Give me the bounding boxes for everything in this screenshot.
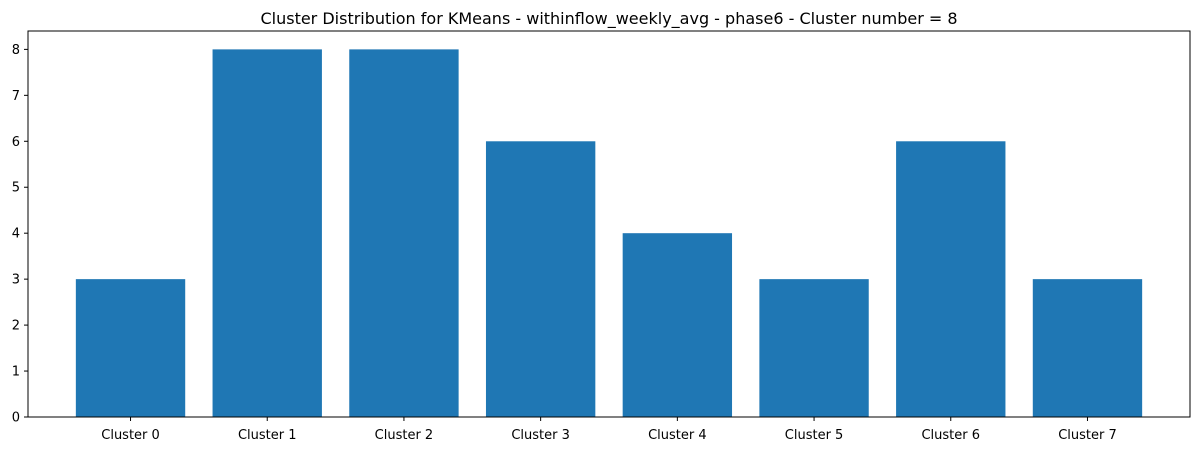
y-tick-label: 4: [12, 227, 20, 242]
bar-cluster-2: [349, 49, 459, 417]
x-tick-label: Cluster 7: [1058, 428, 1117, 443]
y-tick-label: 1: [12, 365, 20, 380]
y-tick-label: 8: [12, 43, 20, 58]
y-tick-label: 5: [12, 181, 20, 196]
x-tick-label: Cluster 3: [511, 428, 570, 443]
plot-frame: [27, 30, 1191, 418]
y-tick-label: 0: [12, 411, 20, 426]
bar-cluster-1: [212, 49, 322, 417]
x-tick-label: Cluster 1: [238, 428, 297, 443]
x-axis: Cluster 0 Cluster 1 Cluster 2 Cluster 3 Clus…: [101, 417, 1117, 443]
y-tick-label: 3: [12, 273, 20, 288]
bar-cluster-7: [1032, 279, 1143, 417]
bar-cluster-4: [622, 233, 733, 417]
y-axis: 0 1 2 3 4 5 6 7 8: [12, 43, 28, 426]
bar-cluster-0: [75, 279, 186, 417]
chart-title: Cluster Distribution for KMeans - within…: [260, 9, 957, 29]
y-tick-label: 6: [12, 135, 20, 150]
x-tick-label: Cluster 2: [375, 428, 434, 443]
x-tick-label: Cluster 4: [648, 428, 707, 443]
bar-cluster-5: [759, 279, 869, 417]
bars-group: [75, 49, 1143, 418]
x-tick-label: Cluster 0: [101, 428, 160, 443]
x-tick-label: Cluster 5: [785, 428, 844, 443]
y-tick-label: 2: [12, 319, 20, 334]
y-tick-label: 7: [12, 89, 20, 104]
bar-cluster-6: [896, 141, 1006, 418]
bar-cluster-3: [485, 141, 596, 418]
x-tick-label: Cluster 6: [921, 428, 980, 443]
